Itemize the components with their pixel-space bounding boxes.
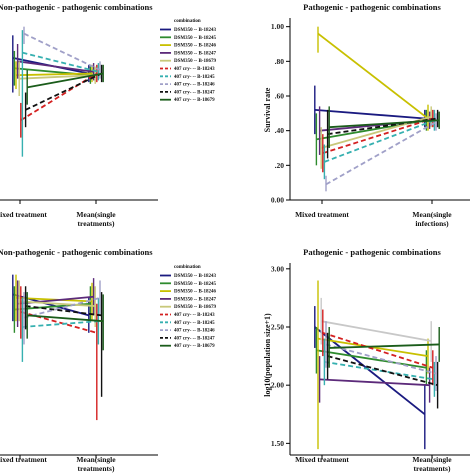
- series-7: [21, 30, 100, 157]
- legend-title: combination: [174, 265, 201, 270]
- series-line: [23, 32, 101, 71]
- series-line: [329, 343, 440, 349]
- legend-entry: DSM350 -- B-18247: [174, 51, 216, 56]
- series-4: [318, 356, 431, 403]
- y-tick-label: .20: [275, 161, 285, 170]
- legend-entry: 407 cry- -- B-18246: [174, 329, 215, 334]
- series-line: [314, 108, 425, 120]
- legend: combination DSM350 -- B-18243 DSM350 -- B-…: [160, 265, 216, 349]
- series-5: [320, 106, 432, 169]
- series-5: [320, 297, 432, 362]
- series-line: [25, 72, 102, 111]
- series-6: [322, 309, 434, 386]
- series-9: [326, 332, 439, 409]
- series-line: [19, 74, 96, 80]
- y-tick-label: 0.00: [271, 196, 284, 205]
- series-line: [327, 355, 438, 387]
- series-line: [324, 361, 435, 381]
- y-tick-label: 1.00: [271, 22, 284, 31]
- y-tick-label: 2.00: [271, 381, 284, 390]
- panel-title: Non-pathogenic - pathogenic combinations: [0, 2, 153, 12]
- series-9: [24, 286, 103, 397]
- x-tick-label: Mixed treatment: [295, 210, 349, 219]
- series-line: [317, 32, 429, 120]
- series-line: [25, 305, 102, 317]
- panel-title: Non-pathogenic - pathogenic combinations: [0, 247, 153, 257]
- series-2: [13, 50, 92, 86]
- legend-entry: DSM350 -- B-18247: [174, 297, 216, 302]
- panel-title: Pathogenic - pathogenic combinations: [303, 2, 441, 12]
- legend-entry: 407 cry- -- B-18246: [174, 83, 215, 88]
- panel-title: Pathogenic - pathogenic combinations: [303, 247, 441, 257]
- series-8: [325, 113, 437, 192]
- series-10: [26, 292, 104, 351]
- series-line: [329, 119, 440, 129]
- series-8: [23, 26, 101, 79]
- x-tick-label: Mixed treatment: [0, 210, 47, 219]
- x-tick-label: Mean(single treatments): [76, 455, 116, 473]
- y-tick-label: 3.00: [271, 264, 284, 273]
- series-line: [23, 297, 101, 319]
- y-tick-label: 1.50: [271, 439, 284, 448]
- series-line: [319, 378, 430, 387]
- series-3: [15, 61, 93, 90]
- chart-panel-4: Pathogenic - pathogenic combinations 1.50…: [263, 247, 470, 473]
- legend-entry: DSM350 -- B-18246: [174, 44, 216, 49]
- y-tick-label: .40: [275, 126, 285, 135]
- y-axis-label: Survival rate: [263, 87, 272, 132]
- series-8: [23, 280, 101, 345]
- series-7: [323, 338, 436, 397]
- series-line: [20, 311, 98, 334]
- series-line: [27, 314, 104, 323]
- series-6: [20, 286, 98, 421]
- legend-entry: DSM350 -- B-18243: [174, 28, 216, 33]
- series-10: [328, 327, 440, 368]
- y-tick-label: .80: [275, 57, 285, 66]
- legend-entry: DSM350 -- B-18245: [174, 282, 216, 287]
- legend-entry: 407 cry- -- B-18679: [174, 98, 215, 103]
- series-line: [321, 320, 432, 342]
- legend-entry: DSM350 -- B-18679: [174, 305, 216, 310]
- chart-panel-2: Pathogenic - pathogenic combinations 0.00…: [263, 2, 470, 228]
- series-line: [19, 300, 96, 307]
- chart-panel-3: Non-pathogenic - pathogenic combinations…: [0, 247, 216, 473]
- legend-entry: 407 cry- -- B-18247: [174, 336, 215, 341]
- series-line: [27, 72, 104, 89]
- series-line: [322, 331, 434, 369]
- y-tick-label: .60: [275, 92, 285, 101]
- legend-entry: DSM350 -- B-18679: [174, 59, 216, 64]
- legend-entry: 407 cry- -- B-18243: [174, 67, 215, 72]
- x-tick-label: Mixed treatment: [295, 455, 349, 464]
- x-tick-label: Mean(single treatments): [412, 455, 452, 473]
- legend-entry: 407 cry- -- B-18245: [174, 75, 215, 80]
- x-tick-label: Mixed treatment: [0, 455, 47, 464]
- legend-entry: DSM350 -- B-18243: [174, 274, 216, 279]
- x-tick-label: Mean(single infections): [412, 210, 452, 228]
- legend-title: combination: [174, 19, 201, 24]
- series-10: [328, 106, 440, 148]
- series-line: [324, 119, 435, 163]
- legend: combination DSM350 -- B-18243 DSM350 -- B-…: [160, 19, 216, 103]
- legend-entry: 407 cry- -- B-18245: [174, 321, 215, 326]
- legend-entry: DSM350 -- B-18245: [174, 36, 216, 41]
- legend-entry: 407 cry- -- B-18243: [174, 313, 215, 318]
- legend-entry: 407 cry- -- B-18247: [174, 90, 215, 95]
- x-tick-label: Mean(single treatments): [76, 210, 116, 228]
- series-10: [26, 64, 104, 105]
- series-line: [325, 343, 437, 375]
- series-line: [325, 121, 437, 186]
- series-line: [316, 349, 427, 369]
- legend-entry: DSM350 -- B-18246: [174, 290, 216, 295]
- y-tick-label: 2.50: [271, 323, 284, 332]
- series-line: [17, 60, 94, 73]
- series-line: [22, 51, 99, 73]
- series-line: [15, 72, 93, 77]
- series-line: [322, 117, 434, 155]
- chart-panel-1: Non-pathogenic - pathogenic combinations…: [0, 2, 216, 228]
- series-line: [22, 320, 99, 328]
- y-axis-label: log10(population size+1): [263, 313, 272, 397]
- legend-entry: 407 cry- -- B-18679: [174, 344, 215, 349]
